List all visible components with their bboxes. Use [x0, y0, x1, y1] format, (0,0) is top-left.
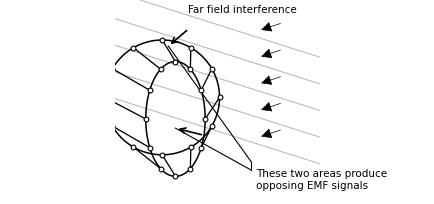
- Point: [208, 125, 215, 128]
- Point: [187, 68, 194, 72]
- Point: [187, 146, 194, 149]
- Point: [208, 68, 215, 71]
- Point: [158, 153, 165, 157]
- Point: [130, 146, 137, 149]
- Point: [216, 96, 223, 100]
- Text: These two areas produce
opposing EMF signals: These two areas produce opposing EMF sig…: [256, 168, 387, 190]
- Point: [158, 39, 165, 42]
- Point: [171, 175, 178, 178]
- Point: [187, 47, 194, 50]
- Point: [201, 118, 208, 121]
- Point: [146, 146, 153, 150]
- Point: [157, 167, 164, 170]
- Point: [197, 146, 204, 150]
- Point: [157, 68, 164, 72]
- Point: [171, 61, 178, 64]
- Point: [130, 47, 137, 50]
- Point: [187, 167, 194, 170]
- Point: [108, 68, 115, 71]
- Point: [197, 89, 204, 92]
- Point: [101, 96, 108, 100]
- Point: [142, 118, 149, 121]
- Point: [146, 89, 153, 92]
- Point: [108, 125, 115, 128]
- Text: Far field interference: Far field interference: [187, 5, 296, 15]
